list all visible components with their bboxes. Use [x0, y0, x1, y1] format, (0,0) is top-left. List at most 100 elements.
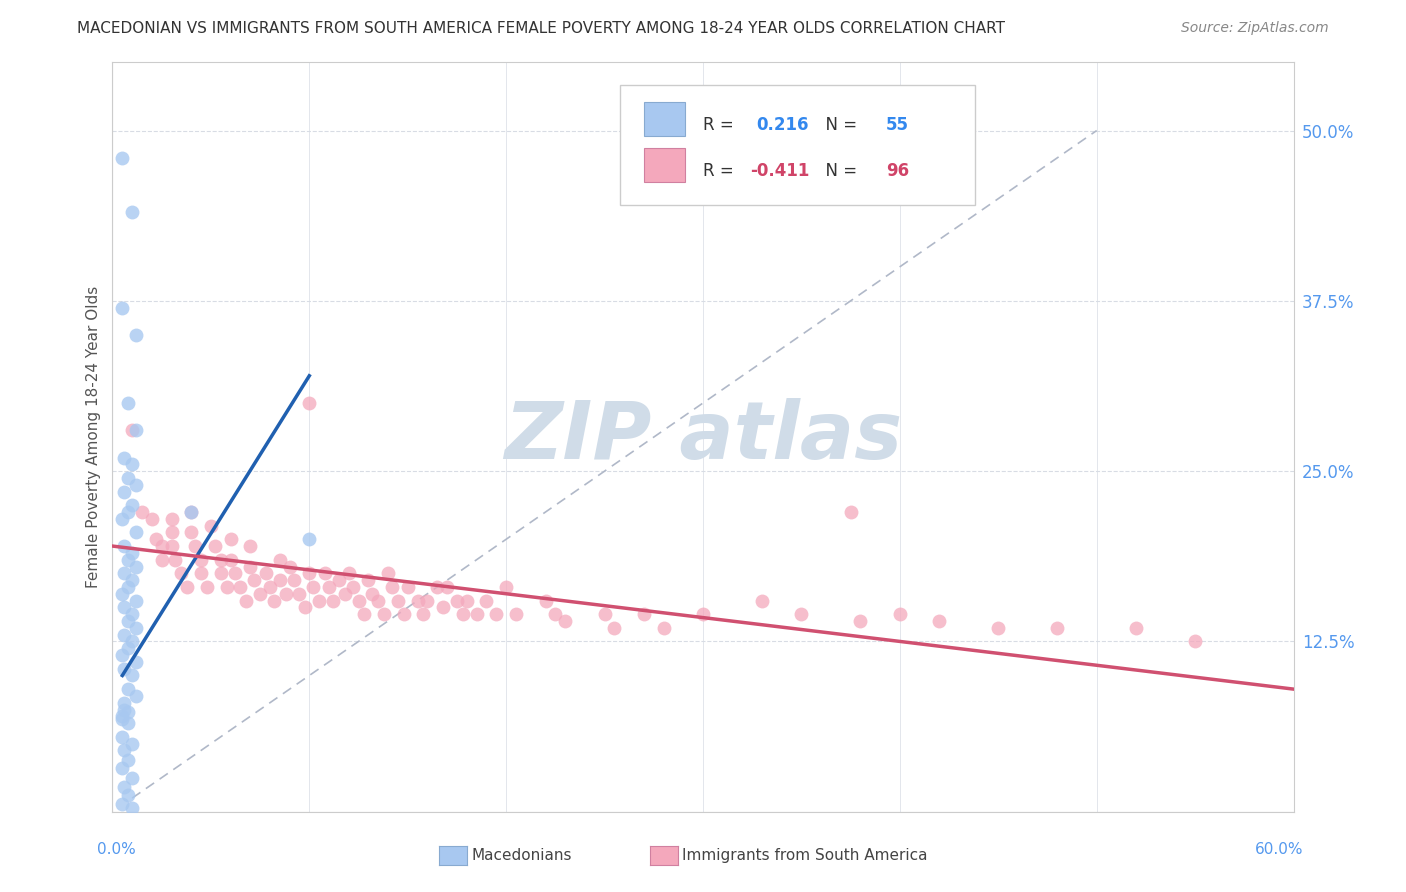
Point: [387, 593, 409, 607]
Point: [314, 566, 336, 581]
Point: [298, 566, 321, 581]
Text: MACEDONIAN VS IMMIGRANTS FROM SOUTH AMERICA FEMALE POVERTY AMONG 18-24 YEAR OLDS: MACEDONIAN VS IMMIGRANTS FROM SOUTH AMER…: [77, 21, 1005, 36]
Point: [117, 716, 139, 731]
Point: [283, 573, 305, 587]
Point: [288, 587, 311, 601]
FancyBboxPatch shape: [644, 103, 685, 136]
Point: [235, 593, 257, 607]
Point: [125, 559, 148, 574]
Point: [318, 580, 340, 594]
Point: [121, 607, 143, 622]
Point: [111, 151, 134, 165]
Point: [180, 505, 202, 519]
Point: [111, 512, 134, 526]
Y-axis label: Female Poverty Among 18-24 Year Olds: Female Poverty Among 18-24 Year Olds: [86, 286, 101, 588]
Point: [456, 593, 478, 607]
Point: [1046, 621, 1069, 635]
Text: ZIP atlas: ZIP atlas: [503, 398, 903, 476]
Point: [269, 552, 291, 566]
Point: [125, 525, 148, 540]
Point: [111, 301, 134, 315]
Point: [180, 525, 202, 540]
Point: [121, 737, 143, 751]
Point: [495, 580, 517, 594]
Text: 0.216: 0.216: [756, 116, 808, 134]
Point: [190, 566, 212, 581]
Point: [219, 552, 242, 566]
Point: [112, 627, 135, 641]
Text: Immigrants from South America: Immigrants from South America: [682, 848, 928, 863]
Point: [184, 539, 207, 553]
Point: [342, 580, 364, 594]
Point: [121, 498, 143, 512]
Point: [112, 539, 135, 553]
Point: [209, 552, 232, 566]
Point: [112, 450, 135, 465]
Text: -0.411: -0.411: [751, 162, 810, 180]
Point: [145, 533, 167, 547]
Point: [121, 771, 143, 785]
Point: [1125, 621, 1147, 635]
Point: [112, 566, 135, 581]
Point: [117, 471, 139, 485]
Point: [111, 712, 134, 726]
Point: [392, 607, 415, 622]
Point: [406, 593, 429, 607]
Point: [165, 552, 187, 566]
Point: [475, 593, 498, 607]
Point: [849, 614, 872, 628]
Point: [209, 566, 232, 581]
Text: Macedonians: Macedonians: [471, 848, 571, 863]
Point: [229, 580, 252, 594]
Point: [328, 573, 350, 587]
Point: [125, 621, 148, 635]
Point: [117, 682, 139, 697]
Point: [554, 614, 576, 628]
Point: [446, 593, 468, 607]
Point: [1184, 634, 1206, 648]
Point: [357, 573, 380, 587]
Point: [141, 512, 163, 526]
Point: [294, 600, 316, 615]
Point: [117, 753, 139, 767]
Text: R =: R =: [703, 162, 740, 180]
Point: [652, 621, 675, 635]
Point: [263, 593, 285, 607]
Point: [259, 580, 281, 594]
FancyBboxPatch shape: [644, 148, 685, 182]
Point: [112, 696, 135, 710]
Point: [603, 621, 626, 635]
Point: [160, 512, 183, 526]
Point: [269, 573, 291, 587]
Point: [121, 423, 143, 437]
Point: [150, 552, 173, 566]
Text: N =: N =: [815, 162, 862, 180]
Point: [117, 789, 139, 803]
Point: [204, 539, 226, 553]
Point: [224, 566, 246, 581]
Point: [111, 709, 134, 723]
Point: [125, 689, 148, 703]
Point: [170, 566, 193, 581]
Point: [112, 662, 135, 676]
Point: [373, 607, 395, 622]
Point: [112, 484, 135, 499]
Text: 0.0%: 0.0%: [97, 842, 136, 856]
Point: [125, 655, 148, 669]
Point: [111, 587, 134, 601]
Point: [928, 614, 950, 628]
Point: [112, 780, 135, 795]
Point: [505, 607, 527, 622]
Point: [436, 580, 458, 594]
Point: [160, 539, 183, 553]
Point: [117, 505, 139, 519]
Point: [367, 593, 389, 607]
Point: [111, 648, 134, 662]
Point: [416, 593, 439, 607]
Text: N =: N =: [815, 116, 862, 134]
Point: [112, 702, 135, 716]
Point: [249, 587, 271, 601]
Text: 55: 55: [886, 116, 910, 134]
Point: [117, 580, 139, 594]
Point: [396, 580, 419, 594]
